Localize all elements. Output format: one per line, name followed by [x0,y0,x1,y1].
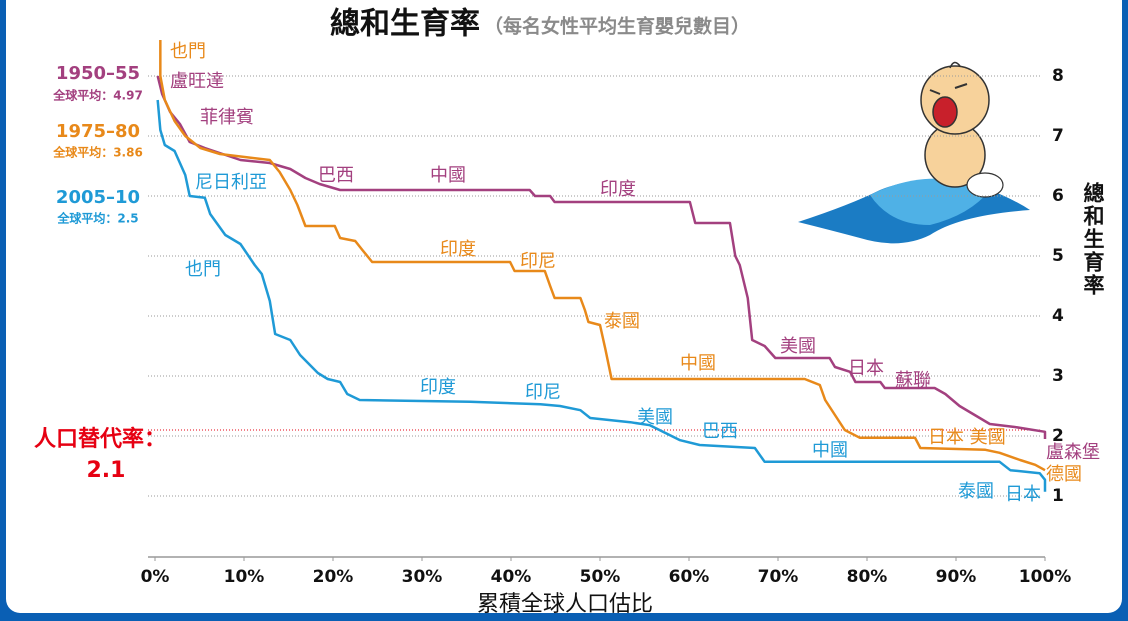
legend-note: 全球平均：3.86 [52,145,143,160]
chart-title: 總和生育率 [330,7,480,42]
country-label: 菲律賓 [200,107,254,128]
x-tick-label: 60% [669,567,710,587]
y-tick-label: 4 [1052,306,1064,326]
y-tick-label: 3 [1052,366,1064,386]
country-label: 中國 [680,353,716,374]
country-label: 盧森堡 [1046,442,1100,463]
country-label: 印度 [600,179,636,200]
country-label: 美國 [780,336,816,357]
country-label: 也門 [170,41,206,62]
legend-note: 全球平均：4.97 [52,88,143,103]
legend-label: 2005–10 [56,187,140,208]
x-tick-label: 70% [758,567,799,587]
x-tick-label: 30% [402,567,443,587]
country-label: 泰國 [604,311,640,332]
x-tick-label: 40% [491,567,532,587]
y-tick-label: 6 [1052,186,1064,206]
y-axis-title: 總和生育率 [1081,181,1105,297]
x-tick-label: 0% [141,567,170,587]
country-label: 中國 [430,165,466,186]
reference-label: 人口替代率： [34,426,166,452]
country-label: 尼日利亞 [195,172,267,193]
x-tick-label: 90% [936,567,977,587]
page: 總和生育率 （每名女性平均生育嬰兒數目） 累積全球人口估比 總和生育率 1234… [0,0,1128,621]
country-label: 蘇聯 [895,370,931,391]
y-tick-label: 1 [1052,486,1064,506]
y-tick-label: 8 [1052,66,1064,86]
country-label: 印度 [420,377,456,398]
chart-subtitle: （每名女性平均生育嬰兒數目） [484,15,750,38]
country-label: 印尼 [525,382,561,403]
country-label: 巴西 [702,421,738,442]
x-tick-label: 20% [313,567,354,587]
country-label: 盧旺達 [170,71,224,92]
country-label: 日本 美國 [928,427,1006,448]
y-tick-label: 7 [1052,126,1064,146]
country-label: 德國 [1046,464,1082,485]
y-tick-label: 5 [1052,246,1064,266]
x-tick-label: 80% [847,567,888,587]
x-tick-label: 100% [1019,567,1072,587]
x-tick-label: 10% [224,567,265,587]
country-label: 中國 [812,440,848,461]
x-tick-label: 50% [580,567,621,587]
x-axis-title: 累積全球人口估比 [477,592,653,617]
country-label: 印度 [440,239,476,260]
legend-label: 1975–80 [56,121,140,142]
legend-label: 1950–55 [56,63,140,84]
country-label: 印尼 [520,251,556,272]
reference-value: 2.1 [87,458,126,483]
country-label: 巴西 [318,165,354,186]
country-label: 日本 [848,358,884,379]
legend-note: 全球平均：2.5 [56,211,138,226]
chart: 總和生育率 （每名女性平均生育嬰兒數目） 累積全球人口估比 總和生育率 1234… [0,0,1128,621]
country-label: 美國 [637,407,673,428]
country-label: 日本 [1005,484,1041,505]
country-label: 也門 [185,259,221,280]
country-label: 泰國 [958,481,994,502]
